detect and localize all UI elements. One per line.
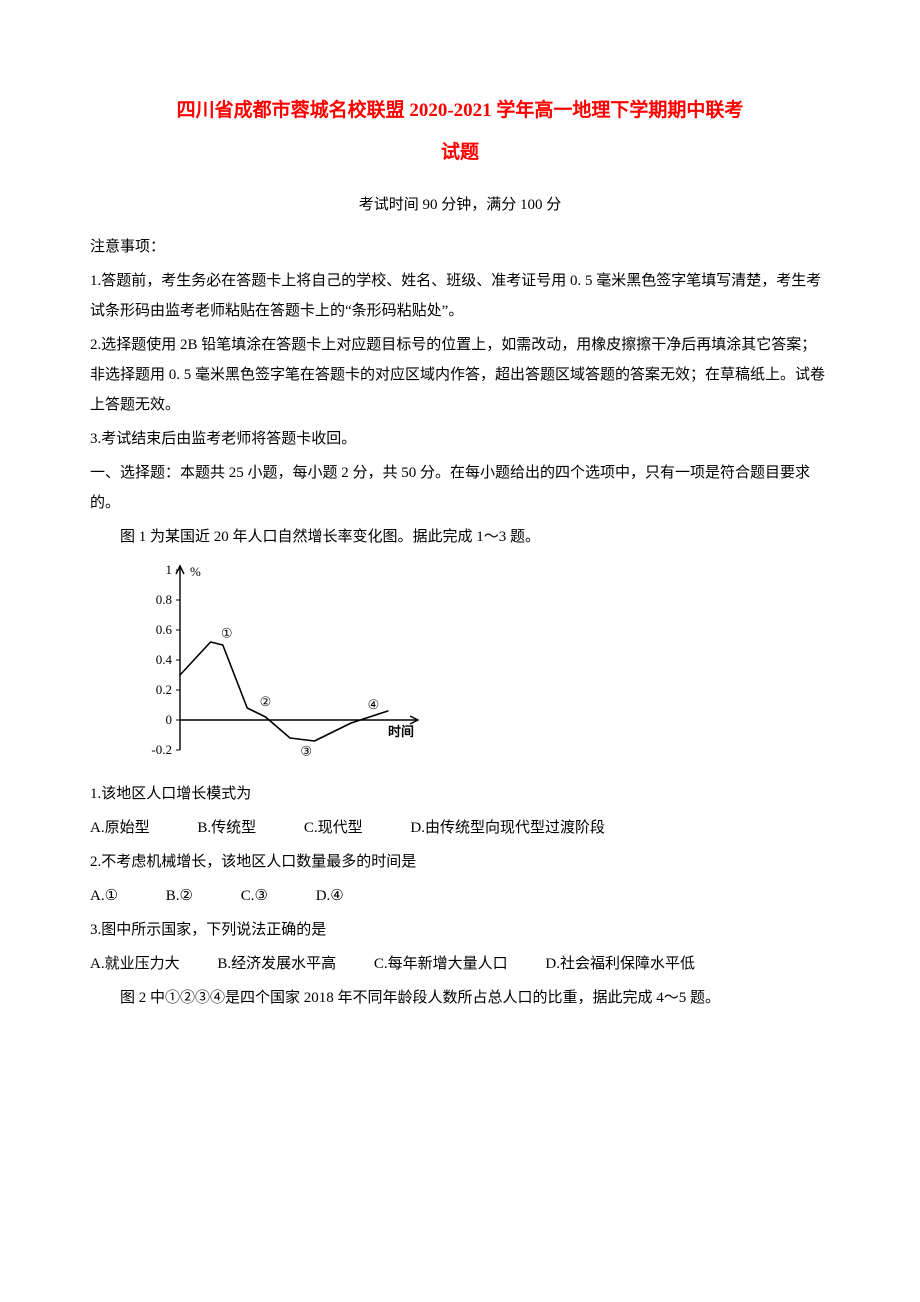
q3-option-b: B.经济发展水平高 bbox=[217, 949, 336, 979]
figure-1-caption: 图 1 为某国近 20 年人口自然增长率变化图。据此完成 1～3 题。 bbox=[90, 522, 830, 552]
q3-options: A.就业压力大 B.经济发展水平高 C.每年新增大量人口 D.社会福利保障水平低 bbox=[90, 949, 830, 979]
svg-text:-0.2: -0.2 bbox=[151, 742, 172, 757]
notice-item-3: 3.考试结束后由监考老师将答题卡收回。 bbox=[90, 424, 830, 454]
title-line-1: 四川省成都市蓉城名校联盟 2020-2021 学年高一地理下学期期中联考 bbox=[177, 100, 744, 121]
chart-1: 1 0.8 0.6 0.4 0.2 0 -0.2% 时间 ① ② ③ ④ bbox=[130, 560, 830, 771]
q3-option-c: C.每年新增大量人口 bbox=[374, 949, 508, 979]
svg-text:时间: 时间 bbox=[388, 724, 414, 739]
svg-text:0.8: 0.8 bbox=[156, 592, 172, 607]
title-line-2: 试题 bbox=[441, 142, 479, 163]
q2-option-c: C.③ bbox=[241, 881, 268, 911]
q3-option-a: A.就业压力大 bbox=[90, 949, 180, 979]
svg-text:0.6: 0.6 bbox=[156, 622, 173, 637]
svg-text:②: ② bbox=[260, 694, 272, 709]
q2-stem: 2.不考虑机械增长，该地区人口数量最多的时间是 bbox=[90, 847, 830, 877]
q2-options: A.① B.② C.③ D.④ bbox=[90, 881, 830, 911]
q1-option-c: C.现代型 bbox=[304, 813, 363, 843]
q2-option-b: B.② bbox=[166, 881, 193, 911]
q1-stem: 1.该地区人口增长模式为 bbox=[90, 779, 830, 809]
svg-text:0: 0 bbox=[166, 712, 173, 727]
q2-option-d: D.④ bbox=[316, 881, 344, 911]
svg-text:0.2: 0.2 bbox=[156, 682, 172, 697]
svg-text:①: ① bbox=[221, 625, 233, 640]
q3-option-d: D.社会福利保障水平低 bbox=[545, 949, 695, 979]
notice-item-1: 1.答题前，考生务必在答题卡上将自己的学校、姓名、班级、准考证号用 0. 5 毫… bbox=[90, 266, 830, 326]
notice-header: 注意事项： bbox=[90, 232, 830, 262]
svg-text:0.4: 0.4 bbox=[156, 652, 173, 667]
figure-2-caption: 图 2 中①②③④是四个国家 2018 年不同年龄段人数所占总人口的比重，据此完… bbox=[90, 983, 830, 1013]
svg-text:1: 1 bbox=[166, 562, 173, 577]
q1-options: A.原始型 B.传统型 C.现代型 D.由传统型向现代型过渡阶段 bbox=[90, 813, 830, 843]
document-title: 四川省成都市蓉城名校联盟 2020-2021 学年高一地理下学期期中联考 试题 bbox=[90, 90, 830, 174]
q1-option-d: D.由传统型向现代型过渡阶段 bbox=[410, 813, 605, 843]
exam-meta: 考试时间 90 分钟，满分 100 分 bbox=[90, 190, 830, 220]
svg-text:%: % bbox=[190, 564, 201, 579]
notice-item-2: 2.选择题使用 2B 铅笔填涂在答题卡上对应题目标号的位置上，如需改动，用橡皮擦… bbox=[90, 330, 830, 420]
section-1-header: 一、选择题：本题共 25 小题，每小题 2 分，共 50 分。在每小题给出的四个… bbox=[90, 458, 830, 518]
q2-option-a: A.① bbox=[90, 881, 118, 911]
q1-option-a: A.原始型 bbox=[90, 813, 150, 843]
chart-1-svg: 1 0.8 0.6 0.4 0.2 0 -0.2% 时间 ① ② ③ ④ bbox=[130, 560, 430, 760]
q1-option-b: B.传统型 bbox=[197, 813, 256, 843]
svg-text:④: ④ bbox=[368, 697, 380, 712]
q3-stem: 3.图中所示国家，下列说法正确的是 bbox=[90, 915, 830, 945]
svg-text:③: ③ bbox=[300, 743, 312, 758]
